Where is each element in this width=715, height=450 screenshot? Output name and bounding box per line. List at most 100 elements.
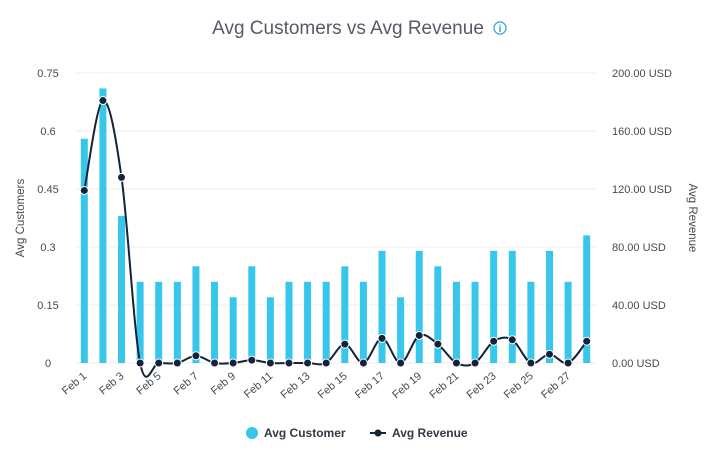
line-series-avg-revenue	[79, 96, 592, 378]
bar-series-avg-customer	[80, 88, 591, 363]
bar[interactable]	[415, 250, 423, 363]
x-axis: Feb 1 Feb 3 Feb 5 Feb 7 Feb 9 Feb 11 Feb 13 Feb…	[60, 370, 573, 401]
revenue-point[interactable]	[321, 358, 331, 368]
revenue-point[interactable]	[358, 358, 368, 368]
bar[interactable]	[452, 281, 460, 363]
revenue-point[interactable]	[265, 358, 275, 368]
bar[interactable]	[266, 297, 274, 363]
legend-label: Avg Customer	[264, 426, 346, 440]
revenue-point[interactable]	[396, 358, 406, 368]
legend-swatch	[246, 427, 258, 439]
revenue-point[interactable]	[172, 358, 182, 368]
legend-item-avg-customer[interactable]: Avg Customer	[246, 426, 346, 440]
left-tick-label: 0.75	[37, 68, 58, 80]
bar[interactable]	[285, 281, 293, 363]
bar[interactable]	[471, 281, 479, 363]
revenue-point[interactable]	[414, 330, 424, 340]
right-tick-label: 120.00 USD	[612, 184, 672, 196]
revenue-point[interactable]	[154, 358, 164, 368]
left-tick-label: 0.15	[37, 300, 58, 312]
revenue-point[interactable]	[117, 172, 127, 182]
bar[interactable]	[359, 281, 367, 363]
x-tick-label: Feb 19	[390, 370, 424, 401]
x-tick-label: Feb 9	[209, 370, 238, 397]
svg-text:i: i	[499, 24, 502, 35]
right-tick-label: 160.00 USD	[612, 126, 672, 138]
revenue-point[interactable]	[303, 358, 313, 368]
bar[interactable]	[155, 281, 163, 363]
bar[interactable]	[80, 138, 88, 363]
bar[interactable]	[527, 281, 535, 363]
revenue-point[interactable]	[228, 358, 238, 368]
revenue-point[interactable]	[489, 336, 499, 346]
revenue-point[interactable]	[507, 335, 517, 345]
bar[interactable]	[229, 297, 237, 363]
x-tick-label: Feb 25	[502, 370, 536, 401]
bar[interactable]	[378, 250, 386, 363]
right-tick-label: 80.00 USD	[612, 242, 666, 254]
bar[interactable]	[583, 235, 591, 363]
bar[interactable]	[341, 266, 349, 363]
bar[interactable]	[99, 88, 107, 363]
chart-title: Avg Customers vs Avg Revenue	[212, 18, 484, 39]
bar[interactable]	[545, 250, 553, 363]
legend-swatch	[374, 429, 382, 437]
revenue-point[interactable]	[98, 96, 108, 106]
x-tick-label: Feb 3	[97, 370, 126, 397]
bar[interactable]	[508, 250, 516, 363]
x-tick-label: Feb 15	[316, 370, 350, 401]
revenue-point[interactable]	[340, 339, 350, 349]
x-tick-label: Feb 21	[427, 370, 461, 401]
bar[interactable]	[192, 266, 200, 363]
revenue-point[interactable]	[247, 355, 257, 365]
revenue-point[interactable]	[284, 358, 294, 368]
right-tick-label: 200.00 USD	[612, 68, 672, 80]
legend-item-avg-revenue[interactable]: Avg Revenue	[370, 426, 468, 440]
right-tick-label: 0.00 USD	[612, 358, 660, 370]
left-tick-label: 0.45	[37, 184, 58, 196]
legend-label: Avg Revenue	[392, 426, 468, 440]
bar[interactable]	[118, 216, 126, 363]
x-tick-label: Feb 27	[539, 370, 573, 401]
right-y-axis: 0.00 USD 40.00 USD 80.00 USD 120.00 USD 160.…	[612, 68, 672, 370]
legend: Avg Customer Avg Revenue	[246, 426, 468, 440]
left-tick-label: 0.6	[40, 126, 55, 138]
left-tick-label: 0	[45, 358, 51, 370]
revenue-point[interactable]	[582, 336, 592, 346]
left-tick-label: 0.3	[40, 242, 55, 254]
left-y-axis: 0 0.15 0.3 0.45 0.6 0.75	[37, 68, 58, 370]
revenue-point[interactable]	[135, 358, 145, 368]
revenue-point[interactable]	[451, 358, 461, 368]
info-icon[interactable]: i	[493, 21, 507, 35]
x-tick-label: Feb 7	[172, 370, 201, 397]
right-tick-label: 40.00 USD	[612, 300, 666, 312]
bar[interactable]	[304, 281, 312, 363]
revenue-point[interactable]	[433, 339, 443, 349]
bar[interactable]	[211, 281, 219, 363]
x-tick-label: Feb 17	[353, 370, 387, 401]
x-tick-label: Feb 11	[242, 370, 275, 401]
bar[interactable]	[490, 250, 498, 363]
bar[interactable]	[434, 266, 442, 363]
revenue-point[interactable]	[470, 358, 480, 368]
right-axis-title: Avg Revenue	[686, 184, 698, 253]
revenue-point[interactable]	[191, 351, 201, 361]
revenue-point[interactable]	[544, 349, 554, 359]
x-tick-label: Feb 13	[279, 370, 313, 401]
bar[interactable]	[248, 266, 256, 363]
revenue-point[interactable]	[210, 358, 220, 368]
bar[interactable]	[136, 281, 144, 363]
bar[interactable]	[173, 281, 181, 363]
gridlines	[75, 72, 596, 364]
x-tick-label: Feb 23	[465, 370, 499, 401]
bar[interactable]	[397, 297, 405, 363]
left-axis-title: Avg Customers	[15, 179, 27, 258]
bar[interactable]	[564, 281, 572, 363]
revenue-point[interactable]	[377, 333, 387, 343]
revenue-point[interactable]	[526, 358, 536, 368]
revenue-point[interactable]	[79, 185, 89, 195]
revenue-point[interactable]	[563, 358, 573, 368]
bar[interactable]	[322, 281, 330, 363]
x-tick-label: Feb 1	[60, 370, 89, 397]
